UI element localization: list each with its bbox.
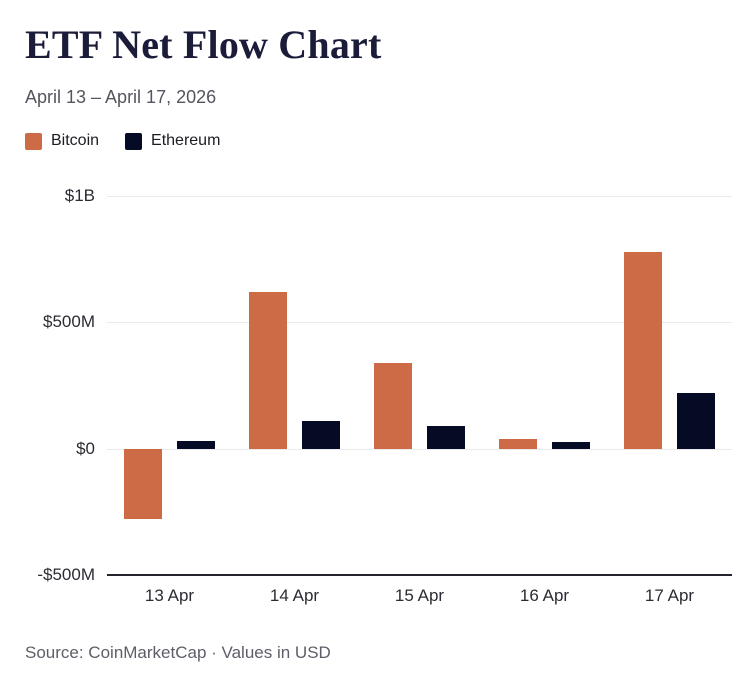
chart-area: 13 Apr 14 Apr 15 Apr 16 Apr 17 Apr $1B $500M $… <box>0 170 754 640</box>
legend-swatch-bitcoin <box>25 132 42 150</box>
legend-item-ethereum[interactable]: Ethereum <box>125 132 220 150</box>
gridline-1b <box>107 196 732 197</box>
bar-bitcoin-15-apr[interactable] <box>374 362 412 449</box>
bar-bitcoin-13-apr[interactable] <box>124 448 162 520</box>
y-axis-label-500m: -$500M <box>37 565 95 584</box>
bar-ethereum-14-apr[interactable] <box>302 420 340 449</box>
bar-ethereum-15-apr[interactable] <box>427 425 465 449</box>
x-axis-label-16-apr: 16 Apr <box>519 586 570 605</box>
x-axis-label-15-apr: 15 Apr <box>394 586 445 605</box>
legend-item-bitcoin[interactable]: Bitcoin <box>25 132 99 150</box>
source-note: Source: CoinMarketCap · Values in USD <box>25 643 331 662</box>
bar-bitcoin-17-apr[interactable] <box>624 251 662 449</box>
bar-ethereum-13-apr[interactable] <box>177 441 215 449</box>
y-axis-label-500m: $500M <box>43 312 95 332</box>
x-axis-line <box>107 574 732 576</box>
gridline-500m <box>107 322 732 323</box>
bar-ethereum-16-apr[interactable] <box>552 442 590 449</box>
legend-swatch-ethereum <box>125 132 143 150</box>
y-axis-label-1b: $1B <box>64 186 95 205</box>
legend: Bitcoin Ethereum <box>25 132 220 150</box>
plot-area: 13 Apr 14 Apr 15 Apr 16 Apr 17 Apr <box>107 170 732 605</box>
chart-subtitle: April 13 – April 17, 2026 <box>25 87 217 107</box>
bar-bitcoin-16-apr[interactable] <box>499 438 537 449</box>
bar-ethereum-17-apr[interactable] <box>677 393 715 449</box>
chart-title: ETF Net Flow Chart <box>25 22 382 67</box>
legend-label-ethereum: Ethereum <box>151 132 221 149</box>
gridline-0 <box>107 449 732 450</box>
y-axis-label-0: $0 <box>76 438 95 458</box>
x-axis-label-14-apr: 14 Apr <box>269 586 320 605</box>
bar-bitcoin-14-apr[interactable] <box>249 292 287 449</box>
x-axis-label-17-apr: 17 Apr <box>644 586 695 605</box>
x-axis-label-13-apr: 13 Apr <box>144 586 195 605</box>
legend-label-bitcoin: Bitcoin <box>51 132 100 149</box>
